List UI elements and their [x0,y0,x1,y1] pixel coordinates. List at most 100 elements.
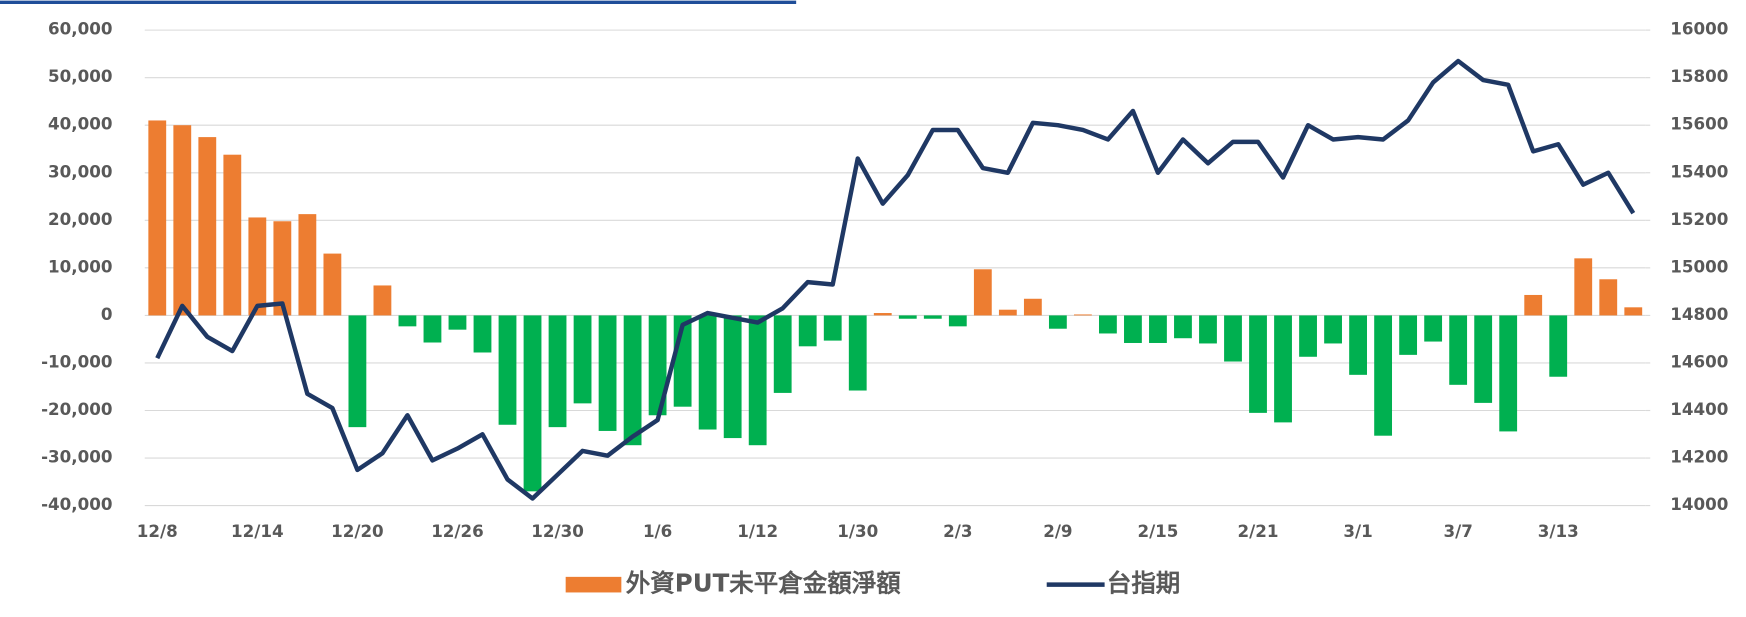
bar [1549,315,1568,377]
x-tick-label: 1/12 [737,521,778,541]
bar [848,315,867,391]
x-tick-label: 2/9 [1043,521,1072,541]
legend-text: 外資PUT未平倉金額淨額 [626,569,901,598]
bar [423,315,442,343]
bar [198,137,217,316]
y2-tick-label: 14000 [1670,494,1728,514]
bar [373,285,392,316]
bar [1499,315,1518,432]
legend-swatch [565,576,622,593]
y-tick-label: 10,000 [48,256,112,276]
bar [273,221,292,316]
y-tick-label: 60,000 [48,19,112,39]
x-tick-label: 2/21 [1238,521,1279,541]
y2-tick-label: 15600 [1670,114,1728,134]
x-tick-label: 12/8 [137,521,178,541]
bar [1149,315,1167,343]
bar [1124,315,1142,343]
bar [473,315,492,353]
y-tick-label: -30,000 [41,447,112,467]
x-tick-label: 1/6 [643,521,672,541]
bar [648,315,667,416]
x-tick-label: 3/7 [1443,521,1472,541]
y2-tick-label: 14400 [1670,399,1728,419]
bar [248,217,267,316]
bar [723,315,742,439]
bar [523,315,542,492]
legend-text: 台指期 [1107,569,1180,598]
y-tick-label: -10,000 [41,351,112,371]
bar [873,313,892,316]
bar [1073,314,1092,316]
y2-tick-label: 14800 [1670,304,1728,324]
x-tick-label: 1/30 [837,521,878,541]
y-tick-label: -20,000 [41,399,112,419]
bar [1574,258,1593,316]
x-tick-label: 3/1 [1343,521,1372,541]
x-tick-label: 2/15 [1137,521,1178,541]
bar [1299,315,1317,357]
bar [973,269,992,316]
bar [1048,315,1067,329]
bar [1199,315,1217,344]
y2-tick-label: 15800 [1670,66,1728,86]
bar [898,315,917,319]
bar [223,154,242,316]
bar [798,315,817,347]
bar [148,120,167,316]
bar [748,315,767,446]
y2-tick-label: 14200 [1670,447,1728,467]
bar [573,315,592,404]
bar [1349,315,1367,375]
y-tick-label: 0 [101,304,113,324]
y-tick-label: 20,000 [48,209,112,229]
bar [1174,315,1192,339]
bar [1374,315,1393,436]
bar [923,315,942,319]
line [155,58,1636,501]
bar [823,315,842,341]
y2-tick-label: 15400 [1670,161,1728,181]
bar [298,214,317,316]
bar [323,253,342,316]
bar [1424,315,1443,342]
bar [1524,294,1543,316]
bar [348,315,367,428]
bar [1099,315,1117,334]
bar [1224,315,1242,362]
x-tick-label: 2/3 [943,521,972,541]
bar [448,315,467,330]
bar [1324,315,1342,344]
y2-tick-label: 15200 [1670,209,1728,229]
y2-tick-label: 15000 [1670,256,1728,276]
bar [773,315,792,393]
x-tick-label: 12/30 [531,521,584,541]
bar [1274,315,1292,423]
bar [948,315,967,327]
y-tick-label: -40,000 [41,494,112,514]
x-tick-label: 12/26 [431,521,484,541]
x-tick-label: 3/13 [1538,521,1579,541]
bar [1624,307,1643,316]
bar [623,315,642,446]
y-tick-label: 30,000 [48,161,112,181]
y-tick-label: 40,000 [48,114,112,134]
x-tick-label: 12/14 [231,521,284,541]
y-tick-label: 50,000 [48,66,112,86]
bar [498,315,517,425]
bar [1599,279,1618,316]
y2-tick-label: 16000 [1670,19,1728,39]
bar [1399,315,1418,355]
bar [1249,315,1267,413]
bar [598,315,617,431]
bar [173,125,192,316]
bar [1474,315,1493,403]
bar [398,315,417,327]
bar [1449,315,1468,385]
bar [698,315,717,430]
y2-tick-label: 14600 [1670,351,1728,371]
x-tick-label: 12/20 [331,521,384,541]
bar [548,315,567,428]
